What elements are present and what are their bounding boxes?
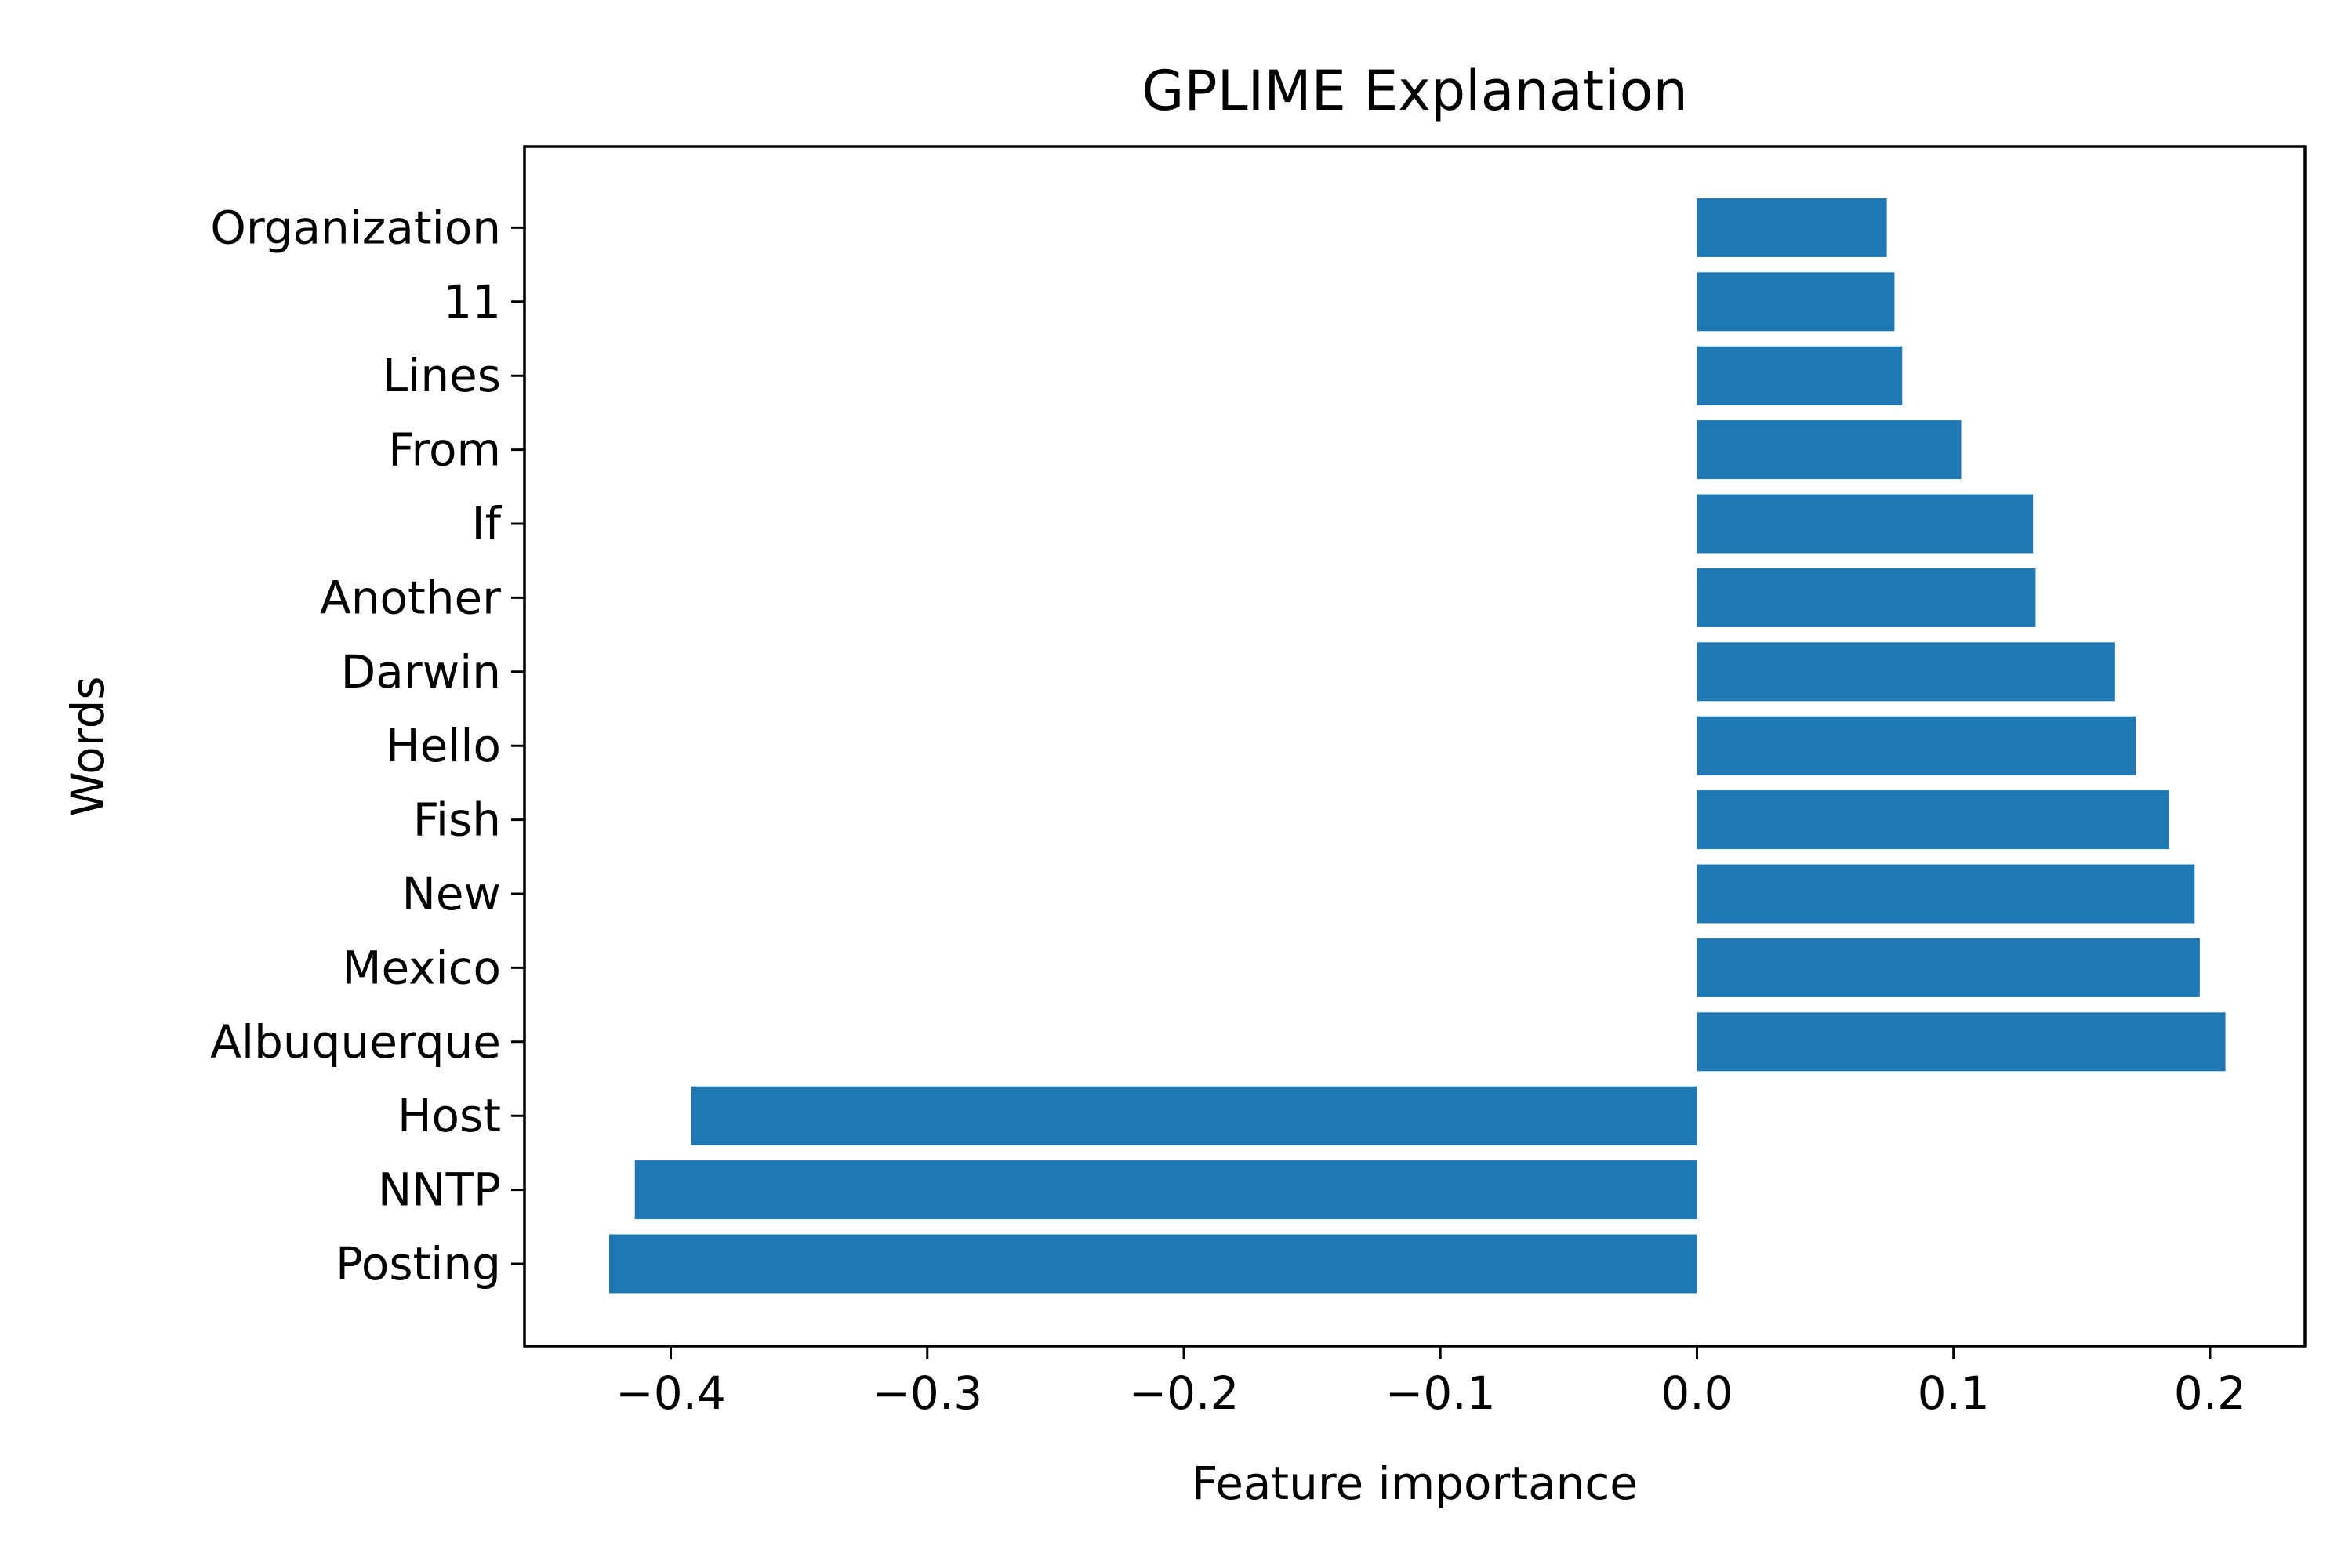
y-tick-label: Mexico <box>342 941 501 994</box>
bar-another <box>1697 568 2036 627</box>
bar-albuquerque <box>1697 1012 2226 1072</box>
y-axis-label: Words <box>61 676 114 816</box>
y-tick-label: Albuquerque <box>210 1015 501 1069</box>
bar-darwin <box>1697 642 2115 702</box>
y-tick-label: Posting <box>336 1237 501 1290</box>
y-tick-label: Fish <box>413 793 501 847</box>
y-tick-label: Another <box>320 571 501 624</box>
x-tick-label: −0.3 <box>872 1367 982 1420</box>
x-tick-label: −0.4 <box>615 1367 726 1420</box>
bar-posting <box>608 1234 1697 1294</box>
x-axis: −0.4 −0.3 −0.2 −0.1 0.0 0.1 0.2 <box>615 1346 2246 1420</box>
x-tick-label: 0.0 <box>1661 1367 1733 1420</box>
y-tick-label: From <box>388 423 501 477</box>
bar-lines <box>1697 346 1903 405</box>
bar-from <box>1697 420 1962 480</box>
bar-if <box>1697 494 2034 554</box>
bar-host <box>691 1086 1697 1145</box>
bar-new <box>1697 864 2195 924</box>
bar-hello <box>1697 716 2136 775</box>
y-tick-label: Hello <box>386 719 501 772</box>
bar-mexico <box>1697 938 2200 997</box>
bar-11 <box>1697 272 1895 332</box>
y-tick-label: Lines <box>383 349 501 402</box>
bars-group <box>608 198 2226 1294</box>
y-tick-label: If <box>471 497 502 550</box>
y-tick-label: 11 <box>443 275 501 328</box>
bar-organization <box>1697 198 1887 257</box>
x-tick-label: −0.1 <box>1385 1367 1496 1420</box>
x-tick-label: 0.1 <box>1918 1367 1990 1420</box>
plot-frame <box>523 145 2307 1348</box>
y-tick-label: Host <box>397 1089 501 1142</box>
bar-nntp <box>634 1160 1697 1220</box>
y-tick-label: Darwin <box>341 645 501 699</box>
x-tick-label: 0.2 <box>2174 1367 2246 1420</box>
bar-fish <box>1697 790 2169 850</box>
x-tick-label: −0.2 <box>1129 1367 1240 1420</box>
y-tick-label: New <box>401 867 501 920</box>
chart-title: GPLIME Explanation <box>1142 59 1688 123</box>
y-axis: Posting NNTP Host Albuquerque Mexico New Fish H… <box>210 201 524 1290</box>
y-tick-label: NNTP <box>378 1163 501 1217</box>
y-tick-label: Organization <box>210 201 501 254</box>
x-axis-label: Feature importance <box>1192 1457 1638 1510</box>
